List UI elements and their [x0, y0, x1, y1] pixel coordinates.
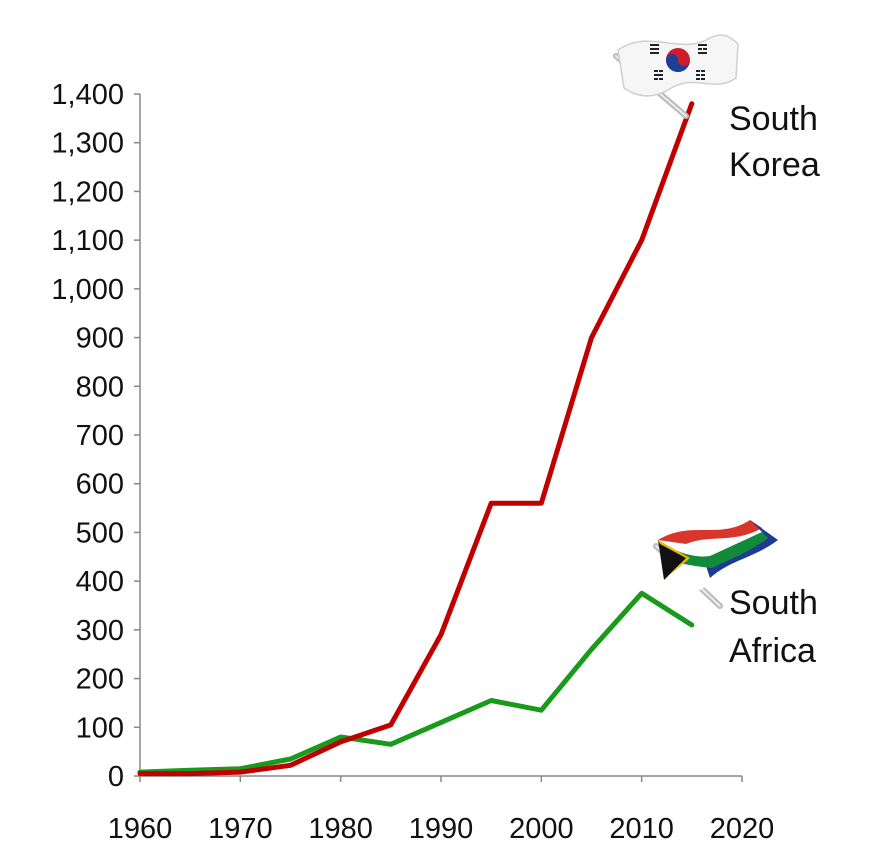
series-label-south-korea-line-1: South [729, 100, 818, 138]
series-label-south-africa-line-1: South [729, 584, 818, 622]
series-line-south-korea [137, 101, 695, 777]
y-tick-label: 800 [76, 371, 124, 403]
axes [134, 93, 743, 782]
y-tick-label: 900 [76, 323, 124, 355]
x-tick-label: 1980 [308, 813, 373, 845]
y-axis-tick-labels: 0 100 200 300 400 500 600 700 800 900 1,000 1,100 1,… [51, 79, 124, 793]
south-korea-flag-icon [613, 34, 739, 119]
x-axis-tick-marks [139, 776, 743, 782]
y-tick-label: 300 [76, 615, 124, 647]
x-tick-label: 2010 [609, 813, 674, 845]
series-line-south-africa [137, 590, 695, 775]
y-tick-label: 1,100 [51, 225, 124, 257]
y-tick-label: 0 [108, 761, 124, 793]
x-tick-label: 2000 [509, 813, 574, 845]
y-tick-label: 1,000 [51, 274, 124, 306]
y-tick-label: 100 [76, 712, 124, 744]
x-tick-label: 1990 [409, 813, 474, 845]
series-label-south-africa-line-2: Africa [729, 632, 816, 670]
y-tick-label: 700 [76, 420, 124, 452]
x-tick-label: 1970 [208, 813, 273, 845]
series-lines [137, 101, 695, 777]
series-label-south-korea-line-2: Korea [729, 146, 820, 184]
y-tick-label: 1,400 [51, 79, 124, 111]
x-tick-label: 1960 [108, 813, 173, 845]
y-tick-label: 500 [76, 517, 124, 549]
x-tick-label: 2020 [710, 813, 775, 845]
y-axis-tick-marks [134, 93, 140, 777]
south-africa-flag-icon [653, 520, 778, 609]
x-axis-tick-labels: 1960 1970 1980 1990 2000 2010 2020 [108, 813, 775, 845]
y-tick-label: 600 [76, 469, 124, 501]
y-tick-label: 1,200 [51, 176, 124, 208]
y-tick-label: 1,300 [51, 128, 124, 160]
y-tick-label: 200 [76, 664, 124, 696]
y-tick-label: 400 [76, 566, 124, 598]
